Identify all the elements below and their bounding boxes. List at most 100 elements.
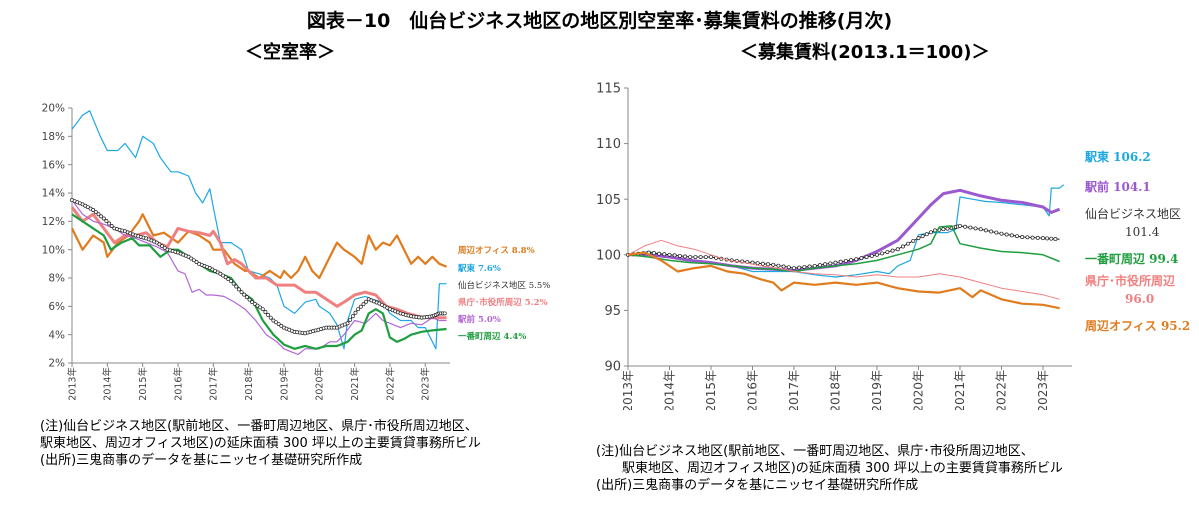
series-marker [900,244,905,249]
series-line [71,213,447,350]
series-marker [651,251,656,256]
x-tick-label: 2017年 [787,370,801,410]
series-marker [776,263,781,268]
note-left-1: (注)仙台ビジネス地区(駅前地区、一番町周辺地区、県庁･市役所周辺地区、 [40,419,478,434]
x-tick-label: 2014年 [663,370,677,410]
series-marker [250,300,255,305]
y-tick-label: 95 [604,304,621,319]
series-end-label: 周辺オフィス 95.2 [1085,319,1190,333]
series-marker [890,248,895,253]
series-marker [920,234,925,239]
series-marker [162,245,167,250]
series-marker [766,262,770,267]
series-marker [662,252,667,257]
series-marker [760,261,765,266]
series-marker [994,230,999,235]
series-marker [672,253,677,258]
series-marker [895,247,900,252]
series-marker [933,228,938,233]
series-marker [194,260,199,265]
series-marker [442,311,447,316]
series-marker [345,321,350,326]
y-tick-label: 100 [596,248,621,263]
y-tick-label: 2% [48,358,65,370]
series-marker [279,323,284,328]
x-tick-label: 2019年 [870,370,884,410]
series-marker [271,318,276,323]
series-marker [911,238,916,243]
x-tick-label: 2021年 [953,370,967,410]
series-marker [274,320,278,325]
series-marker [364,299,369,304]
series-marker [802,265,807,269]
x-tick-label: 2015年 [137,367,149,401]
x-tick-label: 2016年 [172,367,184,401]
series-marker [709,255,713,259]
x-tick-label: 2013年 [66,367,78,401]
x-tick-label: 2022年 [384,367,396,401]
rent-index-chart: 90 95 100 105 110 115 2013年 2014年 2015年 2016年 2017… [596,82,1190,410]
series-marker [258,305,263,310]
series-marker [781,264,786,269]
series-marker [247,297,252,302]
series-marker [255,303,260,308]
x-tick-label: 2020年 [314,367,326,401]
series-marker [186,254,191,259]
series-marker [983,228,988,233]
vacancy-chart-subtitle: ＜空室率＞ [245,42,335,63]
series-marker [93,210,98,215]
series-marker [236,287,241,292]
series-marker [906,241,911,246]
series-end-label: 県庁･市役所周辺 5.2% [458,297,548,308]
x-tick-label: 2014年 [102,367,114,401]
series-marker [223,275,228,280]
series-marker [361,302,366,307]
series-end-label: 駅前 104.1 [1084,179,1151,194]
series-line [627,239,1060,300]
series-marker [1030,235,1035,240]
y-tick-label: 10% [42,244,65,256]
series-marker [864,255,869,259]
series-line [627,225,1060,273]
series-marker [350,314,355,319]
series-marker [703,255,708,259]
series-marker [239,290,244,295]
series-marker [109,223,114,228]
series-marker [356,307,361,312]
x-tick-label: 2022年 [995,370,1009,410]
series-marker [989,229,994,234]
series-marker [1045,236,1050,241]
series-marker [252,301,257,306]
series-marker [849,258,853,263]
series-end-label: 96.0 [1125,292,1154,306]
series-marker [242,292,247,297]
series-line [627,251,1060,310]
y-tick-label: 105 [596,193,621,208]
x-tick-label: 2015年 [704,370,718,410]
series-marker [755,261,760,266]
series-marker [843,258,848,263]
x-tick-label: 2019年 [278,367,290,401]
series-marker [221,273,225,278]
series-marker [154,240,159,245]
series-marker [885,250,890,254]
series-marker [828,261,833,266]
series-line [70,206,447,320]
x-tick-label: 2018年 [243,367,255,401]
series-marker [941,227,946,232]
series-marker [786,265,791,270]
series-marker [276,322,281,326]
vacancy-rate-chart: 2% 4% 6% 8% 10% 12% 14% 16% 18% 20% 2013年 2014年 2015… [42,103,551,401]
series-marker [968,225,973,230]
series-marker [234,284,239,289]
series-end-label: 仙台ビジネス地区 [1085,206,1181,221]
series-marker [928,230,933,235]
series-marker [657,251,662,256]
series-marker [268,315,273,320]
series-marker [226,277,231,282]
y-tick-label: 16% [42,159,65,171]
series-marker [797,265,802,270]
series-marker [945,226,950,231]
x-tick-label: 2021年 [349,367,361,401]
series-marker [833,260,838,265]
